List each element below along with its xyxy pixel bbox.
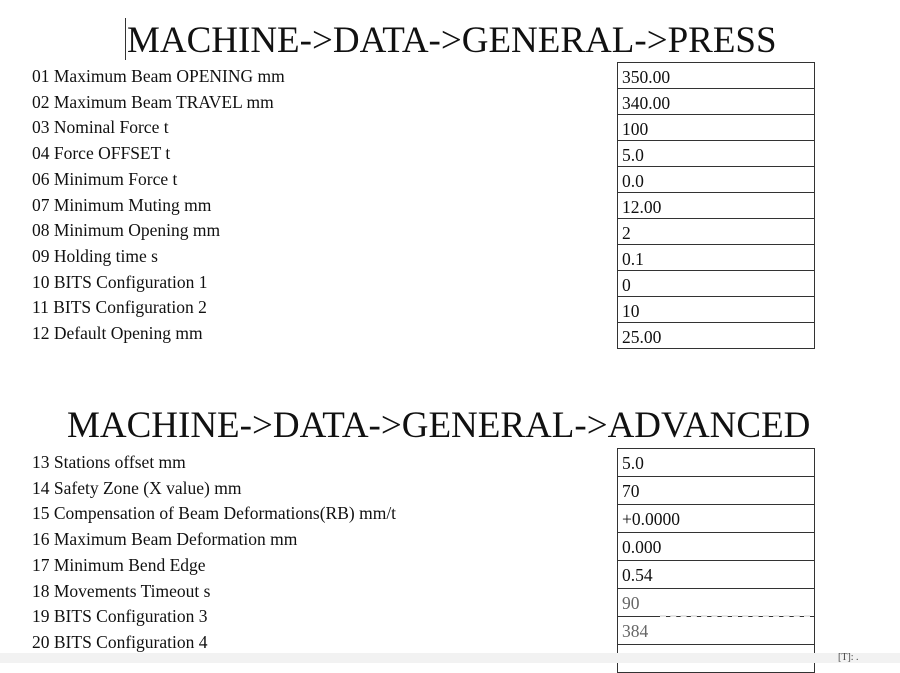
parameter-value-field[interactable]: 0.0: [618, 167, 814, 193]
parameter-label: 17 Minimum Bend Edge: [32, 554, 206, 575]
parameter-label: 09 Holding time s: [32, 245, 158, 266]
press-values: 350.00 340.00 100 5.0 0.0 12.00 2 0.1 0 10 25.00: [617, 62, 815, 349]
section-title-press: MACHINE->DATA->GENERAL->PRESS: [127, 20, 777, 61]
parameter-value-field[interactable]: 5.0: [618, 141, 814, 167]
parameter-value-field[interactable]: 12.00: [618, 193, 814, 219]
parameter-label: 10 BITS Configuration 1: [32, 271, 208, 292]
parameter-label: 18 Movements Timeout s: [32, 580, 211, 601]
parameter-label: 07 Minimum Muting mm: [32, 194, 212, 215]
parameter-value-field[interactable]: 0.1: [618, 245, 814, 271]
press-labels: 01 Maximum Beam OPENING mm 02 Maximum Bea…: [32, 64, 285, 347]
advanced-values: 5.0 70 +0.0000 0.000 0.54 90 384: [617, 448, 815, 673]
parameter-label: 12 Default Opening mm: [32, 323, 203, 344]
parameter-label: 04 Force OFFSET t: [32, 143, 171, 164]
parameter-value-field[interactable]: 2: [618, 219, 814, 245]
section-title-advanced: MACHINE->DATA->GENERAL->ADVANCED: [67, 405, 811, 446]
parameter-value-field[interactable]: 90: [618, 589, 814, 617]
parameter-label: 15 Compensation of Beam Deformations(RB)…: [32, 503, 397, 524]
parameter-label: 20 BITS Configuration 4: [32, 631, 208, 652]
parameter-value-field[interactable]: +0.0000: [618, 505, 814, 533]
parameter-label: 16 Maximum Beam Deformation mm: [32, 529, 298, 550]
text-cursor: [125, 18, 126, 60]
parameter-value-field[interactable]: 0.54: [618, 561, 814, 589]
parameter-value-field[interactable]: 100: [618, 115, 814, 141]
parameter-value-field[interactable]: 5.0: [618, 449, 814, 477]
parameter-label: 13 Stations offset mm: [32, 452, 186, 472]
parameter-value-field[interactable]: 0.000: [618, 533, 814, 561]
parameter-label: 11 BITS Configuration 2: [32, 297, 207, 318]
advanced-labels: 13 Stations offset mm 14 Safety Zone (X v…: [32, 450, 396, 656]
parameter-label: 08 Minimum Opening mm: [32, 220, 221, 241]
parameter-label: 19 BITS Configuration 3: [32, 606, 208, 627]
status-bar: [0, 653, 900, 663]
parameter-value-field[interactable]: 350.00: [618, 63, 814, 89]
parameter-value-field[interactable]: 384: [618, 617, 814, 645]
parameter-value-field[interactable]: 25.00: [618, 323, 814, 349]
parameter-value-field[interactable]: 10: [618, 297, 814, 323]
parameter-label: 03 Nominal Force t: [32, 117, 169, 138]
parameter-label: 01 Maximum Beam OPENING mm: [32, 66, 285, 86]
status-text: [T]: .: [838, 652, 859, 663]
parameter-value-field[interactable]: 340.00: [618, 89, 814, 115]
parameter-label: 06 Minimum Force t: [32, 168, 178, 189]
parameter-label: 02 Maximum Beam TRAVEL mm: [32, 91, 274, 112]
divider: [660, 615, 810, 617]
parameter-value-field[interactable]: 70: [618, 477, 814, 505]
parameter-label: 14 Safety Zone (X value) mm: [32, 477, 242, 498]
parameter-value-field[interactable]: 0: [618, 271, 814, 297]
